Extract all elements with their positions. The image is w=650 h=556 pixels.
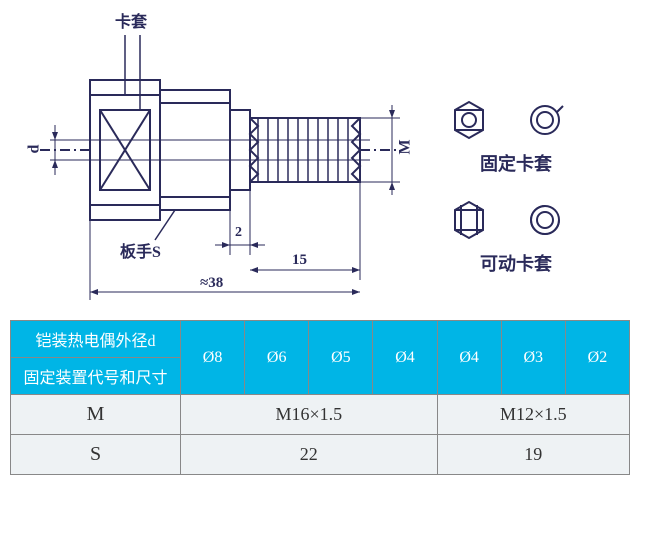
dim-2: 2 xyxy=(235,225,242,241)
col-d6: Ø6 xyxy=(245,321,309,395)
row-S-g1: 22 xyxy=(181,435,438,475)
label-movable-ferrule: 可动卡套 xyxy=(480,250,552,276)
label-fixed-ferrule: 固定卡套 xyxy=(480,150,552,176)
row-M-label: M xyxy=(11,395,181,435)
row-S-label: S xyxy=(11,435,181,475)
diagram-svg xyxy=(0,0,650,320)
row-M-g1: M16×1.5 xyxy=(181,395,438,435)
dimensions-table: 铠装热电偶外径d Ø8 Ø6 Ø5 Ø4 Ø4 Ø3 Ø2 固定装置代号和尺寸 … xyxy=(10,320,640,475)
col-d5: Ø5 xyxy=(309,321,373,395)
row-S-g2: 19 xyxy=(437,435,629,475)
col-d3: Ø3 xyxy=(501,321,565,395)
header-left-top: 铠装热电偶外径d xyxy=(11,321,181,358)
col-d4a: Ø4 xyxy=(373,321,437,395)
fitting-diagram: 卡套 板手S d M 2 15 ≈38 固定卡套 可动卡套 xyxy=(0,0,650,320)
col-d4b: Ø4 xyxy=(437,321,501,395)
dim-15: 15 xyxy=(292,252,307,269)
dim-d: d xyxy=(25,145,43,154)
col-d8: Ø8 xyxy=(181,321,245,395)
header-left-bottom: 固定装置代号和尺寸 xyxy=(11,358,181,395)
dim-38: ≈38 xyxy=(200,275,223,292)
callout-wrench: 板手S xyxy=(120,238,161,262)
callout-ferrule: 卡套 xyxy=(115,8,147,32)
row-M-g2: M12×1.5 xyxy=(437,395,629,435)
dim-M: M xyxy=(397,139,415,154)
col-d2: Ø2 xyxy=(565,321,629,395)
